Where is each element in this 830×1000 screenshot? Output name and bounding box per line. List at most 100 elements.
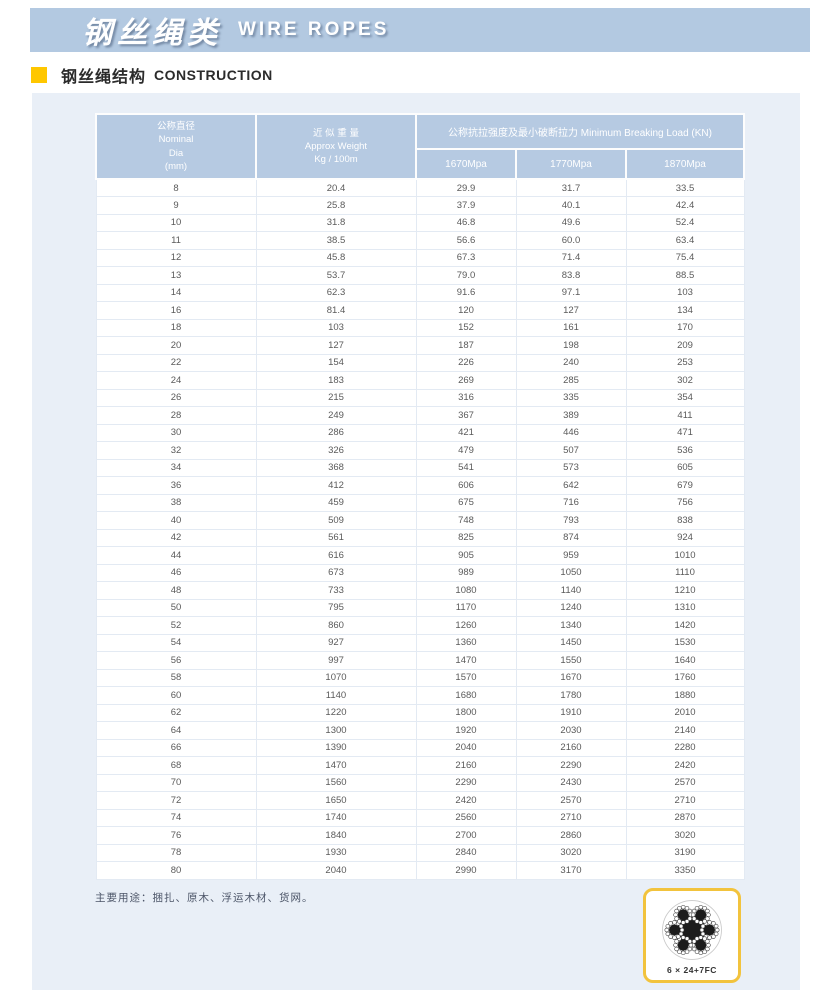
table-cell: 606 — [415, 476, 517, 495]
table-cell: 20 — [95, 336, 257, 355]
table-cell: 1550 — [515, 651, 627, 670]
table-cell: 3170 — [515, 861, 627, 880]
table-cell: 249 — [255, 406, 417, 425]
table-row: 28 249 367 389 411 — [95, 406, 745, 425]
table-row: 74 1740 2560 2710 2870 — [95, 808, 745, 827]
table-cell: 29.9 — [415, 178, 517, 197]
table-cell: 60 — [95, 686, 257, 705]
table-cell: 446 — [515, 423, 627, 442]
table-cell: 215 — [255, 388, 417, 407]
table-cell: 1360 — [415, 633, 517, 652]
table-cell: 33.5 — [625, 178, 745, 197]
table-cell: 253 — [625, 353, 745, 372]
table-cell: 52.4 — [625, 213, 745, 232]
table-cell: 2280 — [625, 738, 745, 757]
table-cell: 78 — [95, 843, 257, 862]
table-cell: 756 — [625, 493, 745, 512]
table-cell: 2710 — [625, 791, 745, 810]
table-cell: 509 — [255, 511, 417, 530]
table-cell: 541 — [415, 458, 517, 477]
content-panel: 公称直径 Nominal Dia (mm) 近 似 重 量 Approx Wei… — [32, 93, 800, 990]
table-cell: 825 — [415, 528, 517, 547]
table-row: 72 1650 2420 2570 2710 — [95, 791, 745, 810]
header-1670mpa: 1670Mpa — [415, 148, 517, 180]
table-cell: 14 — [95, 283, 257, 302]
table-row: 24 183 269 285 302 — [95, 371, 745, 390]
table-cell: 63.4 — [625, 231, 745, 250]
table-cell: 9 — [95, 196, 257, 215]
table-row: 9 25.8 37.9 40.1 42.4 — [95, 196, 745, 215]
table-cell: 25.8 — [255, 196, 417, 215]
table-cell: 1760 — [625, 668, 745, 687]
table-cell: 62 — [95, 703, 257, 722]
table-cell: 507 — [515, 441, 627, 460]
table-cell: 37.9 — [415, 196, 517, 215]
table-row: 52 860 1260 1340 1420 — [95, 616, 745, 635]
table-cell: 2160 — [515, 738, 627, 757]
table-cell: 31.8 — [255, 213, 417, 232]
table-cell: 838 — [625, 511, 745, 530]
table-cell: 2840 — [415, 843, 517, 862]
table-cell: 793 — [515, 511, 627, 530]
table-cell: 1910 — [515, 703, 627, 722]
table-cell: 1340 — [515, 616, 627, 635]
table-cell: 50 — [95, 598, 257, 617]
table-cell: 2560 — [415, 808, 517, 827]
table-row: 20 127 187 198 209 — [95, 336, 745, 355]
table-cell: 28 — [95, 406, 257, 425]
table-cell: 1050 — [515, 563, 627, 582]
table-row: 44 616 905 959 1010 — [95, 546, 745, 565]
table-cell: 2570 — [515, 791, 627, 810]
table-row: 14 62.3 91.6 97.1 103 — [95, 283, 745, 302]
page-header: 钢丝绳类 WIRE ROPES — [30, 8, 810, 52]
table-cell: 152 — [415, 318, 517, 337]
table-cell: 209 — [625, 336, 745, 355]
table-row: 40 509 748 793 838 — [95, 511, 745, 530]
table-cell: 2570 — [625, 773, 745, 792]
table-cell: 1210 — [625, 581, 745, 600]
table-cell: 58 — [95, 668, 257, 687]
table-cell: 459 — [255, 493, 417, 512]
wire-rope-cross-section-icon — [662, 900, 722, 960]
table-cell: 76 — [95, 826, 257, 845]
table-cell: 26 — [95, 388, 257, 407]
table-cell: 1080 — [415, 581, 517, 600]
table-cell: 31.7 — [515, 178, 627, 197]
table-row: 26 215 316 335 354 — [95, 388, 745, 407]
table-cell: 187 — [415, 336, 517, 355]
table-cell: 32 — [95, 441, 257, 460]
table-cell: 1800 — [415, 703, 517, 722]
table-cell: 2860 — [515, 826, 627, 845]
table-cell: 127 — [515, 301, 627, 320]
header-nominal-dia: 公称直径 Nominal Dia (mm) — [95, 113, 257, 180]
table-cell: 1640 — [625, 651, 745, 670]
table-cell: 34 — [95, 458, 257, 477]
table-cell: 616 — [255, 546, 417, 565]
table-cell: 573 — [515, 458, 627, 477]
table-row: 76 1840 2700 2860 3020 — [95, 826, 745, 845]
table-cell: 368 — [255, 458, 417, 477]
table-cell: 905 — [415, 546, 517, 565]
table-cell: 40.1 — [515, 196, 627, 215]
header-line: 近 似 重 量 — [313, 127, 359, 139]
table-cell: 38.5 — [255, 231, 417, 250]
table-cell: 22 — [95, 353, 257, 372]
table-cell: 48 — [95, 581, 257, 600]
table-cell: 68 — [95, 756, 257, 775]
table-cell: 795 — [255, 598, 417, 617]
table-row: 56 997 1470 1550 1640 — [95, 651, 745, 670]
rope-cross-section-card: 6 × 24+7FC — [643, 888, 741, 983]
table-cell: 421 — [415, 423, 517, 442]
table-cell: 56.6 — [415, 231, 517, 250]
table-cell: 1470 — [255, 756, 417, 775]
table-cell: 471 — [625, 423, 745, 442]
table-cell: 1300 — [255, 721, 417, 740]
table-cell: 2710 — [515, 808, 627, 827]
table-row: 80 2040 2990 3170 3350 — [95, 861, 745, 880]
header-line: 公称直径 — [156, 120, 195, 132]
table-cell: 860 — [255, 616, 417, 635]
table-row: 42 561 825 874 924 — [95, 528, 745, 547]
table-cell: 1310 — [625, 598, 745, 617]
header-line: Approx Weight — [304, 140, 368, 152]
table-row: 10 31.8 46.8 49.6 52.4 — [95, 213, 745, 232]
